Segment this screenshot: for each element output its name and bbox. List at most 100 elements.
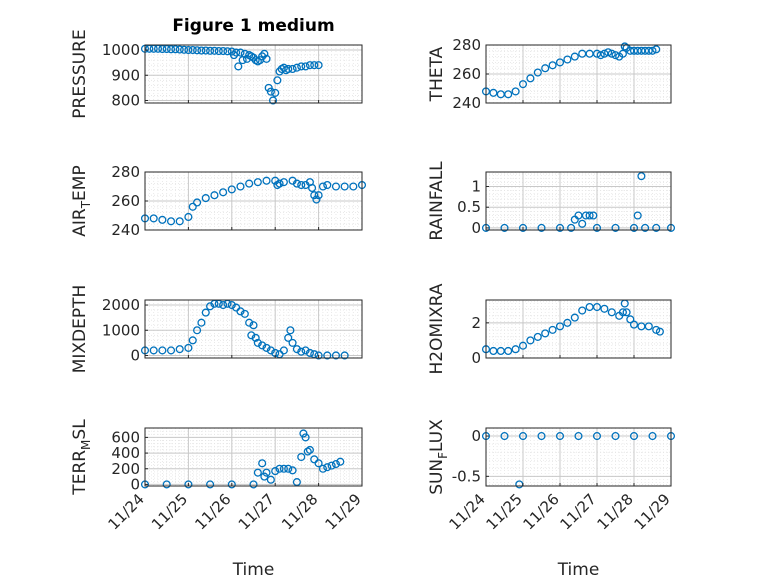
data-point — [604, 48, 613, 57]
y-tick-label: 260 — [452, 65, 481, 83]
data-point — [171, 45, 180, 54]
data-point — [314, 459, 323, 468]
data-point — [518, 223, 528, 232]
y-tick-label: 240 — [111, 221, 140, 239]
data-point — [301, 62, 310, 71]
data-point — [279, 63, 288, 72]
data-point — [500, 223, 509, 232]
y-tick-label: 2 — [471, 314, 481, 332]
y-tick-label: 0 — [471, 219, 481, 237]
data-point — [297, 347, 306, 356]
data-point — [273, 76, 282, 85]
data-point — [578, 306, 587, 315]
data-point — [537, 432, 546, 441]
data-point — [288, 466, 297, 475]
data-point — [158, 44, 167, 54]
y-tick-label: -0.5 — [452, 467, 481, 485]
data-point — [184, 45, 193, 55]
data-point — [314, 61, 323, 70]
data-point — [504, 346, 513, 356]
data-point — [245, 318, 254, 327]
x-tick-label: 11/25 — [148, 490, 191, 533]
data-point — [305, 348, 314, 358]
data-point — [489, 88, 498, 97]
data-point — [249, 321, 258, 330]
data-point — [533, 332, 542, 341]
data-point — [258, 341, 267, 350]
data-point — [652, 45, 661, 54]
axes-background — [486, 172, 671, 230]
y-axis-label: MIXDEPTH — [70, 285, 90, 374]
axes-frame — [485, 171, 672, 231]
data-point — [227, 480, 236, 489]
y-axis-label: SUNFLUX — [427, 419, 450, 495]
data-point — [236, 48, 245, 57]
x-tick-label: 11/26 — [191, 490, 234, 533]
y-axis-label: RAINFALL — [427, 161, 447, 241]
data-point — [206, 302, 215, 311]
data-point — [641, 223, 650, 232]
data-point — [201, 194, 210, 203]
y-tick-label: 200 — [111, 460, 140, 478]
x-tick-label: 11/29 — [322, 490, 365, 533]
data-point — [214, 47, 223, 56]
data-point — [349, 182, 358, 191]
y-tick-label: 600 — [111, 428, 140, 446]
subplot-2: 240 260 280 AIRTEMP — [70, 163, 367, 239]
data-point — [592, 223, 602, 232]
data-point — [308, 183, 317, 193]
data-point — [618, 308, 627, 317]
data-point — [284, 64, 293, 74]
data-point — [271, 88, 280, 97]
data-point — [260, 49, 269, 58]
data-point — [247, 331, 256, 340]
data-point — [180, 45, 189, 54]
y-tick-label: 900 — [111, 66, 140, 84]
data-point — [331, 182, 341, 191]
data-point — [301, 433, 310, 442]
data-point — [626, 315, 635, 324]
data-point — [292, 478, 301, 487]
y-axis-label: THETA — [427, 46, 447, 102]
data-point — [258, 459, 267, 468]
data-point — [162, 44, 171, 54]
data-point — [652, 223, 661, 232]
axes-frame — [144, 299, 363, 359]
data-point — [162, 480, 171, 489]
data-point — [570, 52, 579, 61]
data-point — [340, 351, 349, 360]
subplot-0: 800 900 1000 PRESSURE Figure 1 medium — [70, 16, 363, 119]
x-tick-label: 11/24 — [446, 490, 489, 533]
x-tick-label: 11/28 — [278, 490, 321, 533]
data-point — [175, 45, 184, 54]
data-point — [644, 322, 653, 331]
x-tick-label: 11/26 — [520, 490, 563, 533]
y-tick-label: 0 — [130, 475, 140, 493]
data-point — [589, 211, 598, 220]
data-point — [596, 51, 605, 60]
data-point — [318, 464, 327, 473]
data-point — [611, 432, 620, 441]
data-point — [219, 47, 228, 56]
y-tick-label: 800 — [111, 91, 140, 109]
data-point — [266, 87, 275, 96]
data-point — [279, 346, 288, 355]
data-point — [288, 64, 297, 74]
data-point — [518, 80, 528, 89]
data-point — [197, 318, 206, 327]
data-point — [327, 461, 336, 470]
data-point — [585, 211, 594, 220]
data-point — [219, 188, 228, 197]
x-axis-label: Time — [232, 560, 275, 580]
subplot-4: 0 1000 2000 MIXDEPTH — [70, 285, 363, 374]
data-point — [292, 179, 301, 188]
data-point — [607, 308, 616, 317]
data-point — [648, 432, 657, 441]
data-point — [188, 336, 197, 345]
data-point — [323, 181, 332, 190]
data-point — [271, 467, 280, 476]
y-tick-label: 1000 — [102, 321, 140, 339]
data-point — [629, 320, 639, 329]
data-point — [548, 61, 557, 70]
